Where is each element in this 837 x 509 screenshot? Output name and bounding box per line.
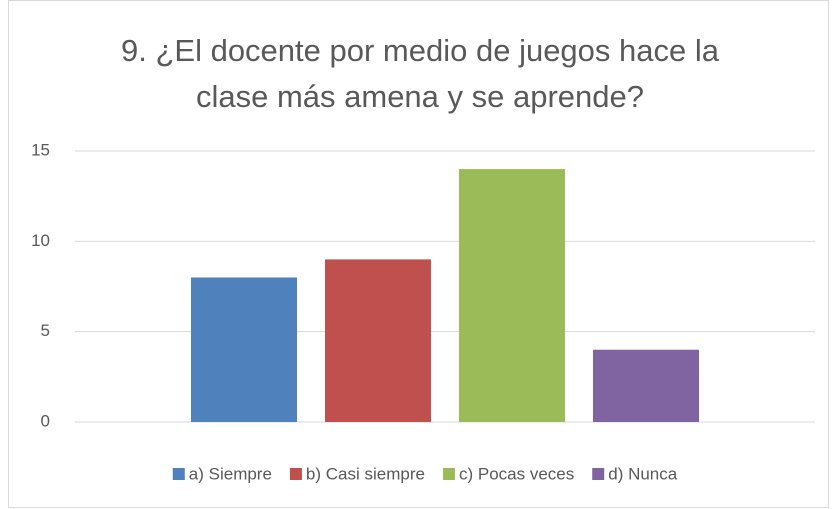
legend-label: d) Nunca <box>608 464 678 483</box>
bar <box>191 277 297 422</box>
y-tick-label: 15 <box>31 140 50 159</box>
y-tick-label: 5 <box>41 321 50 340</box>
chart-border <box>8 0 829 508</box>
legend-label: a) Siempre <box>189 464 272 483</box>
legend-label: c) Pocas veces <box>459 464 574 483</box>
y-tick-label: 0 <box>41 411 50 430</box>
chart-title: 9. ¿El docente por medio de juegos hace … <box>121 33 719 114</box>
legend-swatch <box>172 468 185 480</box>
bar <box>325 259 431 422</box>
legend-swatch <box>442 468 455 480</box>
legend-swatch <box>592 468 605 480</box>
y-tick-label: 10 <box>31 231 50 250</box>
bar <box>459 169 565 422</box>
bar <box>593 349 699 422</box>
legend-swatch <box>289 468 302 480</box>
legend-label: b) Casi siempre <box>306 464 425 483</box>
